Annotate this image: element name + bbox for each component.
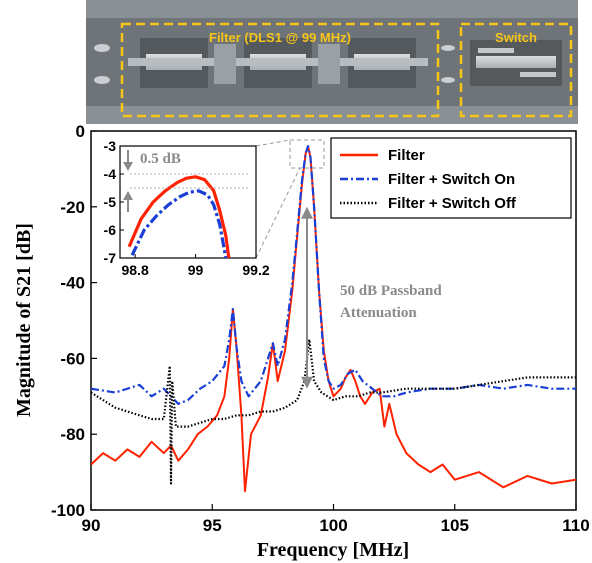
filter-label: Filter (DLS1 @ 99 MHz): [209, 30, 351, 45]
inset: -3 -4 -5 -6 -7 98.8 99 99.2 0.5 dB: [104, 138, 270, 278]
y-axis-label: Magnitude of S21 [dB]: [13, 223, 35, 417]
inset-series-group: [127, 175, 231, 258]
series-line-1: [91, 145, 576, 405]
zoom-line-bottom: [255, 167, 301, 259]
x-axis-label: Frequency [MHz]: [257, 539, 409, 561]
inset-y-axis: -3 -4 -5 -6 -7: [104, 138, 124, 266]
inset-series-line-0: [127, 175, 231, 258]
legend-label-1: Filter + Switch On: [388, 171, 515, 188]
y-tick-label: -20: [60, 198, 85, 217]
inset-series-line-1: [130, 189, 228, 258]
inset-arrow-up: [123, 191, 133, 200]
zoom-region: [289, 139, 325, 169]
inset-x-tick-label: 99.2: [242, 262, 269, 278]
x-tick-label: 100: [319, 516, 347, 535]
y-tick-label: -60: [60, 349, 85, 368]
legend: Filter Filter + Switch On Filter + Switch …: [330, 137, 572, 219]
x-axis: 90 95 100 105 110: [82, 504, 590, 535]
inset-y-tick-label: -4: [104, 166, 117, 182]
attenuation-text-line1: 50 dB Passband: [340, 283, 442, 299]
y-tick-label: -40: [60, 274, 85, 293]
device-photo: Filter (DLS1 @ 99 MHz) Switch: [86, 0, 578, 124]
inset-arrow-down: [123, 162, 133, 171]
zoom-line-top: [255, 139, 291, 147]
x-tick-label: 95: [203, 516, 222, 535]
y-axis: 0 -20 -40 -60 -80 -100: [51, 122, 97, 520]
y-tick-label: 0: [76, 122, 85, 141]
inset-y-tick-label: -5: [104, 194, 117, 210]
y-tick-label: -100: [51, 501, 85, 520]
inset-y-tick-label: -7: [104, 250, 117, 266]
series-line-0: [91, 145, 576, 493]
attenuation-annotation: 50 dB Passband Attenuation: [301, 206, 442, 389]
inset-x-axis: 98.8 99 99.2: [121, 254, 270, 278]
legend-label-2: Filter + Switch Off: [388, 195, 517, 212]
series-group: [91, 145, 576, 493]
legend-label-0: Filter: [388, 147, 425, 164]
x-tick-label: 105: [441, 516, 469, 535]
y-tick-label: -80: [60, 425, 85, 444]
x-tick-label: 110: [562, 516, 589, 535]
inset-annotation: 0.5 dB: [140, 151, 181, 167]
series-line-2: [91, 338, 576, 485]
inset-y-tick-label: -3: [104, 138, 117, 154]
inset-x-tick-label: 99: [188, 262, 204, 278]
inset-y-tick-label: -6: [104, 222, 117, 238]
switch-label: Switch: [495, 30, 537, 45]
x-tick-label: 90: [82, 516, 101, 535]
attenuation-text-line2: Attenuation: [340, 305, 417, 321]
inset-x-tick-label: 98.8: [121, 262, 148, 278]
